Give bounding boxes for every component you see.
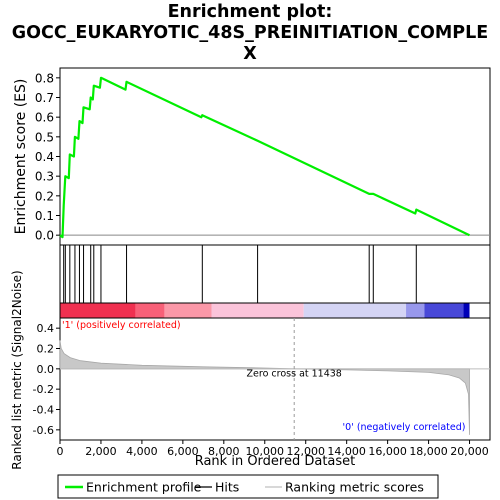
heat-segment: [212, 303, 304, 318]
legend-item-label: Ranking metric scores: [285, 480, 424, 495]
positive-class-label: '1' (positively correlated): [62, 320, 181, 331]
heat-segment: [164, 303, 211, 318]
legend: Enrichment profile Hits Ranking metric sco…: [58, 475, 438, 498]
heat-segment: [463, 303, 469, 318]
es-plot-frame: [60, 68, 490, 245]
rank-y-axis-label: Ranked list metric (Signal2Noise): [10, 270, 24, 469]
es-y-tick-label: 0.5: [35, 130, 54, 144]
rank-x-tick-label: 2,000: [85, 445, 117, 458]
heat-segment: [424, 303, 463, 318]
rank-y-tick-label: -0.2: [33, 383, 54, 396]
es-y-tick-label: 0.0: [35, 229, 54, 243]
legend-item-label: Hits: [215, 480, 239, 495]
es-y-tick-label: 0.2: [35, 189, 54, 203]
rank-x-tick-label: 20,000: [450, 445, 489, 458]
es-y-tick-label: 0.4: [35, 150, 54, 164]
rank-x-tick-label: 18,000: [409, 445, 448, 458]
rank-y-tick-label: -0.4: [33, 404, 54, 417]
hits-frame: [60, 245, 490, 303]
es-y-tick-label: 0.3: [35, 170, 54, 184]
rank-y-tick-label: 0.2: [37, 343, 55, 356]
rank-y-tick-label: 0.4: [37, 322, 55, 335]
rank-x-axis-label: Rank in Ordered Dataset: [195, 454, 356, 469]
rank-x-tick-label: 0: [57, 445, 64, 458]
es-y-tick-label: 0.1: [35, 209, 54, 223]
es-y-axis-label: Enrichment score (ES): [13, 79, 29, 235]
heat-segment: [304, 303, 406, 318]
negative-class-label: '0' (negatively correlated): [343, 422, 466, 433]
legend-item-label: Enrichment profile: [86, 480, 202, 495]
zero-cross-label: Zero cross at 11438: [247, 368, 342, 379]
rank-x-tick-label: 4,000: [126, 445, 158, 458]
heat-bar: [60, 303, 490, 318]
es-y-tick-label: 0.7: [35, 91, 54, 105]
rank-y-tick-label: -0.6: [33, 424, 54, 437]
es-y-tick-label: 0.8: [35, 71, 54, 85]
hits-panel: [60, 245, 490, 303]
heat-segment: [406, 303, 424, 318]
es-y-tick-label: 0.6: [35, 111, 54, 125]
heat-segment: [60, 303, 136, 318]
rank-x-tick-label: 16,000: [368, 445, 407, 458]
heat-segment: [136, 303, 165, 318]
rank-y-tick-label: 0.0: [37, 363, 55, 376]
es-panel: 0.0 0.1 0.2 0.3 0.4 0.5 0.6 0.7 0.8 Enrichment sc…: [13, 68, 490, 245]
